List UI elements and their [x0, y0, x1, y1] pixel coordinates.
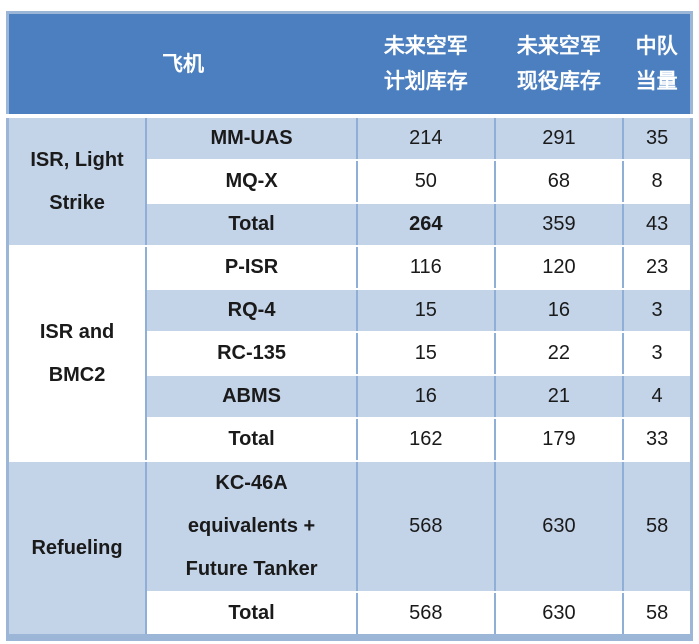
planned-cell: 568: [356, 460, 496, 593]
planned-cell: 15: [356, 331, 496, 376]
aircraft-cell: MQ-X: [145, 159, 359, 204]
aircraft-cell: Total: [145, 417, 359, 462]
header-planned-inventory: 未来空军 计划库存: [357, 12, 495, 118]
active-cell: 68: [493, 159, 625, 204]
aircraft-cell: ABMS: [145, 374, 359, 419]
table-row: MQ-X 50 68 8: [8, 159, 693, 204]
squadron-cell: 4: [622, 374, 693, 419]
aircraft-cell: RQ-4: [145, 288, 359, 333]
table-row-total: Total 162 179 33: [8, 417, 693, 462]
table-row: RC-135 15 22 3: [8, 331, 693, 376]
planned-cell: 16: [356, 374, 496, 419]
aircraft-cell: Total: [145, 202, 359, 247]
planned-cell: 50: [356, 159, 496, 204]
table-row: Refueling KC-46A equivalents + Future Ta…: [6, 460, 693, 639]
active-cell: 16: [493, 288, 625, 333]
squadron-cell: 33: [622, 417, 693, 462]
planned-cell: 264: [356, 202, 496, 247]
active-cell: 22: [493, 331, 625, 376]
header-aircraft: 飞机: [7, 12, 358, 118]
planned-cell: 162: [356, 417, 496, 462]
squadron-cell: 3: [622, 331, 693, 376]
active-cell: 359: [493, 202, 625, 247]
group-cell-isr-light-strike: ISR, Light Strike: [6, 115, 148, 247]
aircraft-cell: P-ISR: [145, 245, 359, 290]
aircraft-cell: MM-UAS: [145, 115, 359, 161]
table-row-total: Total 568 630 58: [8, 591, 693, 639]
aircraft-cell: KC-46A equivalents + Future Tanker: [145, 460, 359, 593]
squadron-cell: 3: [622, 288, 693, 333]
table-row: ISR and BMC2 P-ISR 116 120 23: [6, 245, 693, 462]
active-cell: 120: [493, 245, 625, 290]
table-row-total: Total 264 359 43: [8, 202, 693, 247]
group-cell-isr-and-bmc2: ISR and BMC2: [6, 245, 148, 462]
table-row: ISR, Light Strike MM-UAS 214 291 35: [6, 115, 693, 247]
header-active-inventory: 未来空军 现役库存: [494, 12, 624, 118]
active-cell: 630: [493, 591, 625, 639]
table-row: RQ-4 15 16 3: [8, 288, 693, 333]
squadron-cell: 43: [622, 202, 693, 247]
header-squadron-equivalent: 中队 当量: [623, 12, 692, 118]
active-cell: 21: [493, 374, 625, 419]
aircraft-inventory-table: 飞机 未来空军 计划库存 未来空军 现役库存 中队 当量 ISR, Light …: [6, 11, 693, 641]
active-cell: 291: [493, 115, 625, 161]
squadron-cell: 58: [622, 460, 693, 593]
squadron-cell: 8: [622, 159, 693, 204]
planned-cell: 15: [356, 288, 496, 333]
active-cell: 630: [493, 460, 625, 593]
squadron-cell: 23: [622, 245, 693, 290]
squadron-cell: 35: [622, 115, 693, 161]
table-row: ABMS 16 21 4: [8, 374, 693, 419]
planned-cell: 116: [356, 245, 496, 290]
aircraft-cell: RC-135: [145, 331, 359, 376]
header-row: 飞机 未来空军 计划库存 未来空军 现役库存 中队 当量: [7, 12, 692, 118]
aircraft-cell: Total: [145, 591, 359, 639]
planned-cell: 568: [356, 591, 496, 639]
active-cell: 179: [493, 417, 625, 462]
header-aircraft-label: 飞机: [162, 52, 204, 76]
group-cell-refueling: Refueling: [6, 460, 148, 639]
squadron-cell: 58: [622, 591, 693, 639]
planned-cell: 214: [356, 115, 496, 161]
